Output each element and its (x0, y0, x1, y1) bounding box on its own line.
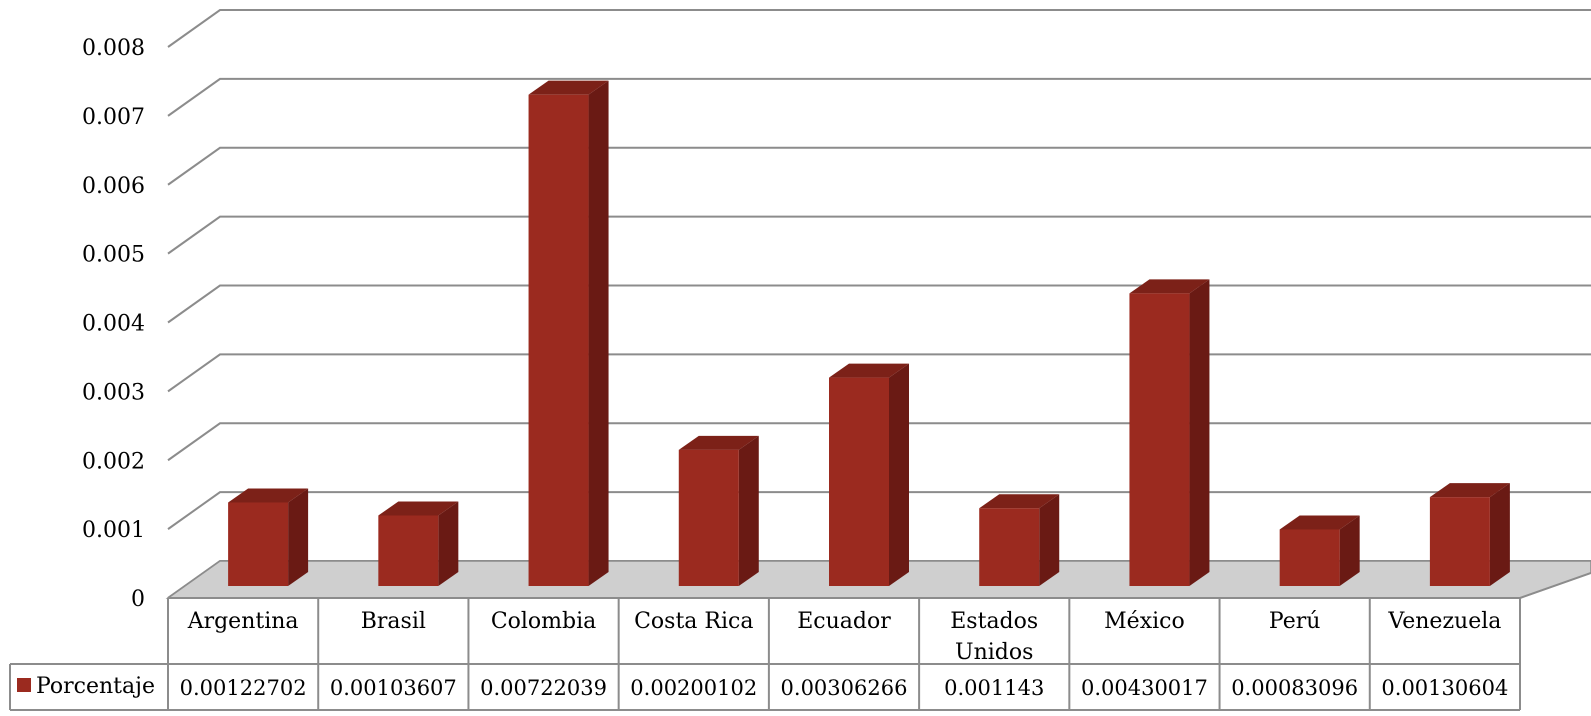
x-category-label: Costa Rica (634, 609, 753, 634)
bar-front (528, 94, 589, 586)
bar-top (378, 501, 459, 516)
bars (228, 80, 1510, 586)
bar-front (1279, 529, 1340, 586)
bar-side (588, 80, 609, 586)
bar-top (979, 494, 1060, 509)
bar-top (1279, 515, 1360, 530)
bar-front (1429, 497, 1490, 586)
x-category-label: Venezuela (1387, 609, 1501, 634)
bar-top (228, 488, 309, 503)
data-value-label: 0.00430017 (1081, 676, 1208, 700)
data-value-label: 0.00306266 (781, 676, 908, 700)
gridline (167, 284, 1591, 324)
y-tick-label: 0.004 (82, 312, 145, 337)
y-axis-ticks: 0 0.001 0.002 0.003 0.004 0.005 0.006 0.007 0.00… (82, 36, 145, 612)
data-table: Argentina Brasil Colombia Costa Rica Ecuador… (9, 597, 1521, 711)
data-value-label: 0.00130604 (1381, 676, 1508, 700)
bar (528, 80, 609, 586)
gridline (167, 77, 1591, 117)
bar-top (678, 435, 759, 450)
bar-side (889, 363, 909, 586)
bar (378, 501, 459, 586)
x-category-label: Argentina (187, 609, 299, 634)
bar-side (738, 435, 759, 586)
legend-swatch (17, 678, 31, 692)
legend-label: Porcentaje (36, 674, 155, 699)
y-tick-label: 0.008 (82, 36, 145, 61)
bar-side (1339, 515, 1360, 586)
bar-top (528, 80, 609, 95)
bar (1279, 515, 1360, 586)
x-category-label: Colombia (491, 609, 596, 634)
bar-front (1129, 293, 1190, 586)
gridline (167, 146, 1591, 186)
bar-front (829, 377, 889, 586)
bar-side (1489, 483, 1510, 586)
gridline (167, 215, 1591, 255)
bar-front (979, 508, 1040, 586)
x-category-label: Perú (1269, 609, 1321, 634)
bar (1129, 279, 1210, 586)
x-category-label: Brasil (361, 609, 426, 634)
data-value-label: 0.001143 (944, 676, 1044, 700)
y-tick-label: 0.001 (82, 518, 145, 543)
gridlines (167, 9, 1591, 599)
data-value-label: 0.00200102 (630, 676, 757, 700)
floor-right-edge (1519, 572, 1591, 599)
bar-front (678, 449, 739, 586)
data-value-label: 0.00722039 (480, 676, 607, 700)
bar-side (1189, 279, 1210, 586)
gridline (167, 9, 1591, 48)
y-tick-label: 0.002 (82, 449, 145, 474)
bar (979, 494, 1060, 586)
bar-top (1129, 279, 1210, 294)
bar-side (438, 501, 459, 586)
bar (228, 488, 309, 586)
x-category-label: Unidos (955, 640, 1033, 665)
x-category-label: Estados (950, 609, 1038, 634)
data-value-label: 0.00103607 (330, 676, 457, 700)
bar-side (288, 488, 309, 586)
bar (678, 435, 759, 586)
y-tick-label: 0.006 (82, 174, 145, 199)
x-category-label: México (1104, 609, 1185, 634)
y-tick-label: 0.007 (82, 105, 145, 130)
bar (1429, 483, 1510, 586)
bar-front (378, 515, 439, 586)
bar-top (829, 363, 909, 378)
bar-side (1039, 494, 1060, 586)
bar-top (1429, 483, 1510, 498)
bar-front (228, 502, 289, 586)
y-tick-label: 0.003 (82, 380, 145, 405)
bar (829, 363, 909, 586)
data-value-label: 0.00122702 (180, 676, 307, 700)
data-value-label: 0.00083096 (1231, 676, 1358, 700)
y-tick-label: 0 (131, 587, 145, 612)
y-tick-label: 0.005 (82, 243, 145, 268)
x-category-label: Ecuador (797, 609, 891, 634)
